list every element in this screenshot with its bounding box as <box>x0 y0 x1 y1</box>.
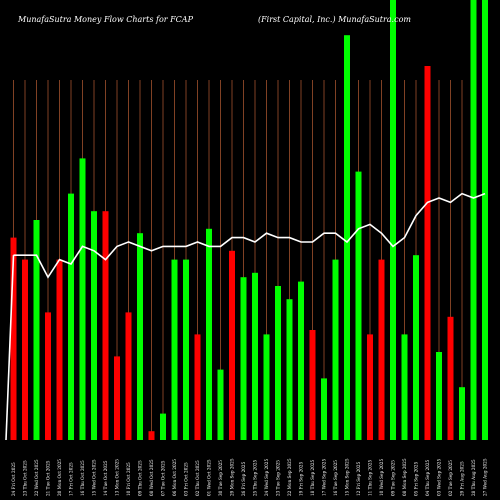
bar-21 <box>240 277 247 440</box>
bar-23 <box>263 334 270 440</box>
bar-30 <box>344 35 350 440</box>
bar-22 <box>252 272 258 440</box>
x-tick-label: 22 Wed Oct 2025 <box>34 459 39 496</box>
bar-3 <box>33 220 40 440</box>
x-tick-labels: 24 Fri Oct 2025 23 Thu Oct 2025 22 Wed Oct… <box>11 458 488 496</box>
bar-10 <box>114 356 120 440</box>
money-flow-line-start <box>5 255 15 441</box>
bar-20 <box>229 250 235 440</box>
x-tick-label: 29 Fri Aug 2025 <box>460 461 465 496</box>
bar-9 <box>102 211 109 440</box>
bar-4 <box>45 312 51 440</box>
x-tick-label: 08 Wed Oct 2025 <box>149 459 154 496</box>
x-tick-label: 17 Wed Sep 2025 <box>322 459 327 496</box>
bar-5 <box>56 259 63 440</box>
x-tick-label: 04 Thu Sep 2025 <box>425 459 430 496</box>
bar-34 <box>390 0 396 440</box>
bar-38 <box>436 352 442 440</box>
x-tick-label: 23 Tue Sep 2025 <box>276 460 281 496</box>
x-tick-label: 21 Tue Oct 2025 <box>46 460 51 496</box>
bar-8 <box>91 211 97 440</box>
x-tick-label: 24 Fri Oct 2025 <box>11 462 16 496</box>
x-tick-label: 27 Wed Aug 2025 <box>483 458 488 496</box>
bar-25 <box>286 299 293 440</box>
x-tick-label: 17 Fri Oct 2025 <box>69 462 74 496</box>
x-tick-label: 28 Thu Aug 2025 <box>471 459 476 496</box>
money-flow-line-group <box>5 192 486 441</box>
bar-35 <box>401 334 408 440</box>
x-tick-label: 16 Tue Sep 2025 <box>333 460 338 496</box>
bar-37 <box>424 66 431 440</box>
x-tick-label: 23 Thu Oct 2025 <box>23 460 28 496</box>
bar-36 <box>413 255 419 440</box>
bar-2 <box>22 259 28 440</box>
bar-41 <box>470 0 477 440</box>
x-tick-label: 24 Wed Sep 2025 <box>264 459 269 496</box>
x-tick-label: 11 Thu Sep 2025 <box>368 459 373 496</box>
x-tick-label: 10 Fri Oct 2025 <box>126 462 131 496</box>
x-tick-label: 26 Fri Sep 2025 <box>241 461 246 496</box>
x-tick-label: 22 Mon Sep 2025 <box>287 458 292 496</box>
bar-12 <box>137 233 143 440</box>
bar-26 <box>298 281 304 440</box>
bar-40 <box>459 387 465 440</box>
x-tick-label: 02 Tue Sep 2025 <box>448 460 453 496</box>
x-tick-label: 29 Mon Sep 2025 <box>230 458 235 496</box>
bar-33 <box>378 259 385 440</box>
bar-16 <box>183 259 189 440</box>
bar-13 <box>148 431 155 440</box>
x-tick-label: 12 Fri Sep 2025 <box>356 461 361 496</box>
bar-1 <box>10 237 17 440</box>
chart-title: MunafaSutra Money Flow Charts for FCAP <box>17 15 194 24</box>
bar-18 <box>206 228 212 440</box>
x-tick-label: 15 Wed Oct 2025 <box>92 459 97 496</box>
x-tick-label: 02 Thu Oct 2025 <box>195 460 200 496</box>
bar-6 <box>68 193 74 440</box>
bar-24 <box>275 286 281 440</box>
money-flow-line <box>13 192 486 279</box>
x-tick-label: 16 Thu Oct 2025 <box>80 460 85 496</box>
bar-17 <box>194 334 201 440</box>
x-tick-label: 06 Mon Oct 2025 <box>172 459 177 496</box>
x-tick-label: 13 Mon Oct 2025 <box>115 459 120 496</box>
x-tick-label: 05 Fri Sep 2025 <box>414 461 419 496</box>
x-tick-label: 20 Mon Oct 2025 <box>57 459 62 496</box>
bar-32 <box>367 334 373 440</box>
bar-7 <box>79 158 86 440</box>
bars <box>10 0 488 440</box>
bar-27 <box>309 330 316 440</box>
x-tick-label: 14 Tue Oct 2025 <box>103 460 108 496</box>
x-tick-label: 18 Thu Sep 2025 <box>310 459 315 496</box>
x-tick-label: 19 Fri Sep 2025 <box>299 461 304 496</box>
bar-28 <box>321 378 327 440</box>
x-tick-label: 08 Mon Sep 2025 <box>402 458 407 496</box>
x-tick-label: 03 Wed Sep 2025 <box>437 459 442 496</box>
bar-31 <box>355 171 362 440</box>
x-tick-label: 25 Thu Sep 2025 <box>253 459 258 496</box>
bar-19 <box>217 369 224 440</box>
x-tick-label: 09 Tue Sep 2025 <box>391 460 396 496</box>
bar-14 <box>160 413 166 440</box>
x-tick-label: 30 Tue Sep 2025 <box>218 460 223 496</box>
chart-subtitle: (First Capital, Inc.) MunafaSutra.com <box>258 15 411 24</box>
x-tick-label: 03 Fri Oct 2025 <box>184 462 189 496</box>
x-tick-label: 15 Mon Sep 2025 <box>345 458 350 496</box>
x-tick-label: 09 Thu Oct 2025 <box>138 460 143 496</box>
bar-42 <box>482 0 488 440</box>
x-tick-label: 10 Wed Sep 2025 <box>379 459 384 496</box>
x-tick-label: 07 Tue Oct 2025 <box>161 460 166 496</box>
bar-39 <box>447 316 454 440</box>
bar-15 <box>171 259 178 440</box>
x-tick-label: 01 Wed Oct 2025 <box>207 459 212 496</box>
bar-29 <box>332 259 339 440</box>
bar-11 <box>125 312 132 440</box>
